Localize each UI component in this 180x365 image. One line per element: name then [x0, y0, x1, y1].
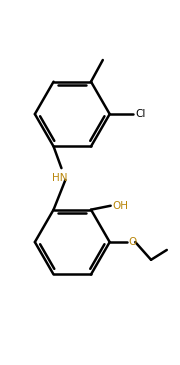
- Text: HN: HN: [52, 173, 67, 183]
- Text: Cl: Cl: [135, 109, 146, 119]
- Text: OH: OH: [113, 201, 129, 211]
- Text: O: O: [128, 237, 137, 247]
